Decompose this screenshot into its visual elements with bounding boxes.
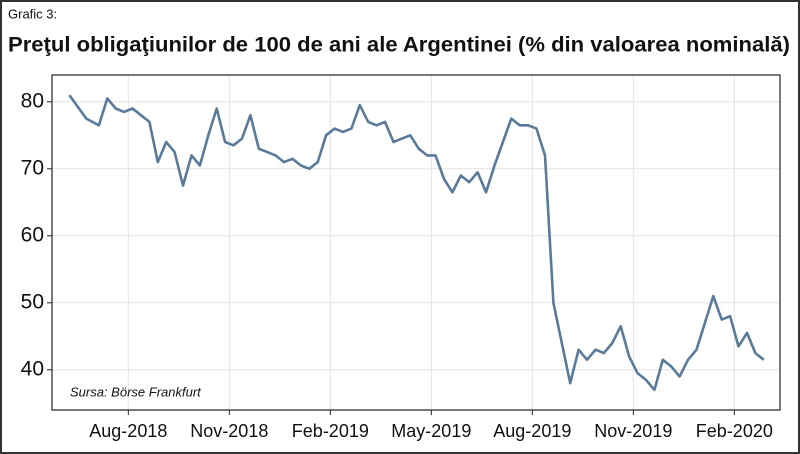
figure-label: Grafic 3: — [8, 6, 57, 21]
chart-title: Preţul obligaţiunilor de 100 de ani ale … — [8, 34, 790, 57]
y-tick-label: 40 — [21, 357, 44, 380]
annotation: Sursa: Börse Frankfurt — [70, 384, 202, 399]
x-tick-label: Feb-2020 — [696, 421, 773, 441]
y-tick-label: 50 — [21, 290, 44, 313]
x-tick-label: Aug-2018 — [89, 421, 167, 441]
x-tick-label: Feb-2019 — [292, 421, 369, 441]
plot-border — [51, 74, 781, 411]
x-tick-label: Nov-2019 — [594, 421, 672, 441]
x-tick-label: May-2019 — [391, 421, 471, 441]
x-tick-label: Aug-2019 — [493, 421, 571, 441]
price-line — [68, 94, 765, 392]
y-tick-label: 60 — [21, 223, 44, 246]
plot-area — [52, 75, 780, 410]
x-tick-label: Nov-2018 — [190, 421, 268, 441]
y-tick-label: 80 — [21, 89, 44, 112]
y-tick-label: 70 — [21, 156, 44, 179]
